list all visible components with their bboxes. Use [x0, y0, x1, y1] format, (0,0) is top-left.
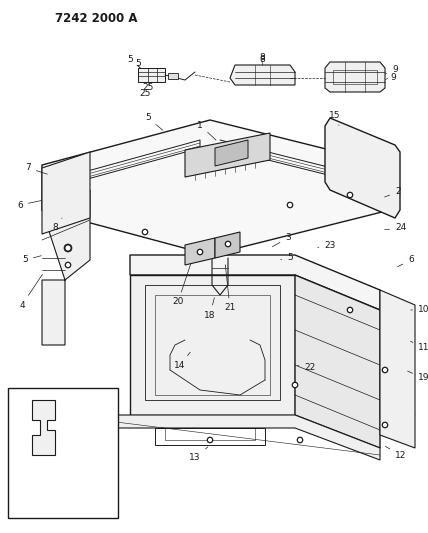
Circle shape — [347, 192, 353, 198]
Text: 22: 22 — [298, 364, 315, 373]
Text: 8: 8 — [259, 55, 265, 64]
Circle shape — [294, 384, 296, 386]
Text: 25: 25 — [139, 85, 151, 98]
Text: 12: 12 — [386, 446, 406, 459]
Polygon shape — [42, 152, 90, 234]
Text: 19: 19 — [407, 371, 428, 383]
Text: 15: 15 — [329, 110, 341, 125]
Text: 8: 8 — [52, 218, 62, 232]
Circle shape — [349, 193, 351, 196]
Text: 23: 23 — [318, 240, 336, 249]
Circle shape — [64, 244, 72, 252]
Text: 7: 7 — [25, 164, 48, 174]
Circle shape — [383, 424, 386, 426]
Text: 1: 1 — [197, 120, 216, 140]
Text: 4: 4 — [19, 274, 42, 310]
Text: 18: 18 — [204, 298, 216, 319]
Circle shape — [65, 262, 71, 268]
Circle shape — [207, 437, 213, 443]
Text: 12: 12 — [60, 467, 71, 477]
Text: 25: 25 — [143, 83, 154, 92]
Text: 2: 2 — [385, 188, 401, 197]
Text: 13: 13 — [189, 447, 208, 463]
Circle shape — [382, 422, 388, 428]
Text: 7242 2000 A: 7242 2000 A — [55, 12, 137, 25]
Circle shape — [208, 439, 211, 441]
Text: 14: 14 — [174, 352, 190, 369]
Circle shape — [66, 246, 70, 250]
Circle shape — [225, 241, 231, 247]
Text: 9: 9 — [390, 74, 396, 83]
Polygon shape — [215, 232, 240, 258]
Circle shape — [40, 472, 46, 478]
Circle shape — [288, 204, 291, 206]
Circle shape — [297, 437, 303, 443]
Circle shape — [199, 251, 201, 253]
Text: 17: 17 — [11, 433, 22, 442]
Text: 5: 5 — [281, 254, 293, 262]
Polygon shape — [168, 73, 178, 79]
Circle shape — [292, 382, 298, 388]
Text: 5: 5 — [135, 59, 141, 68]
Text: 16: 16 — [60, 398, 71, 407]
Text: 8: 8 — [259, 53, 265, 62]
Polygon shape — [325, 62, 385, 92]
Polygon shape — [42, 190, 90, 345]
Text: 5: 5 — [145, 114, 163, 130]
Text: 21: 21 — [224, 265, 236, 312]
Polygon shape — [130, 255, 380, 310]
Circle shape — [38, 460, 48, 470]
Polygon shape — [138, 68, 165, 82]
Polygon shape — [215, 140, 248, 166]
Polygon shape — [230, 65, 295, 85]
Circle shape — [347, 307, 353, 313]
Text: 11: 11 — [410, 341, 428, 352]
Circle shape — [349, 309, 351, 311]
Circle shape — [287, 202, 293, 208]
Bar — [8, 388, 118, 518]
Text: 5: 5 — [22, 255, 42, 264]
Text: 9: 9 — [386, 66, 398, 75]
Text: 6: 6 — [398, 255, 414, 266]
Polygon shape — [130, 275, 295, 415]
Circle shape — [67, 264, 69, 266]
Circle shape — [299, 439, 301, 441]
Polygon shape — [185, 238, 215, 265]
Text: 24: 24 — [385, 223, 406, 232]
Text: 6: 6 — [17, 200, 41, 209]
Circle shape — [383, 369, 386, 372]
Polygon shape — [42, 120, 390, 255]
Polygon shape — [185, 133, 270, 177]
Circle shape — [227, 243, 229, 245]
Text: 3: 3 — [273, 233, 291, 247]
Circle shape — [382, 367, 388, 373]
Polygon shape — [325, 118, 400, 218]
Circle shape — [144, 231, 146, 233]
Polygon shape — [32, 400, 55, 455]
Text: 10: 10 — [411, 305, 428, 314]
Polygon shape — [100, 415, 380, 460]
Text: 5: 5 — [127, 55, 141, 68]
Circle shape — [142, 229, 148, 235]
Polygon shape — [295, 275, 380, 448]
Text: 20: 20 — [172, 263, 191, 306]
Circle shape — [197, 249, 203, 255]
Circle shape — [41, 463, 45, 467]
Polygon shape — [380, 290, 415, 448]
Circle shape — [42, 474, 45, 477]
